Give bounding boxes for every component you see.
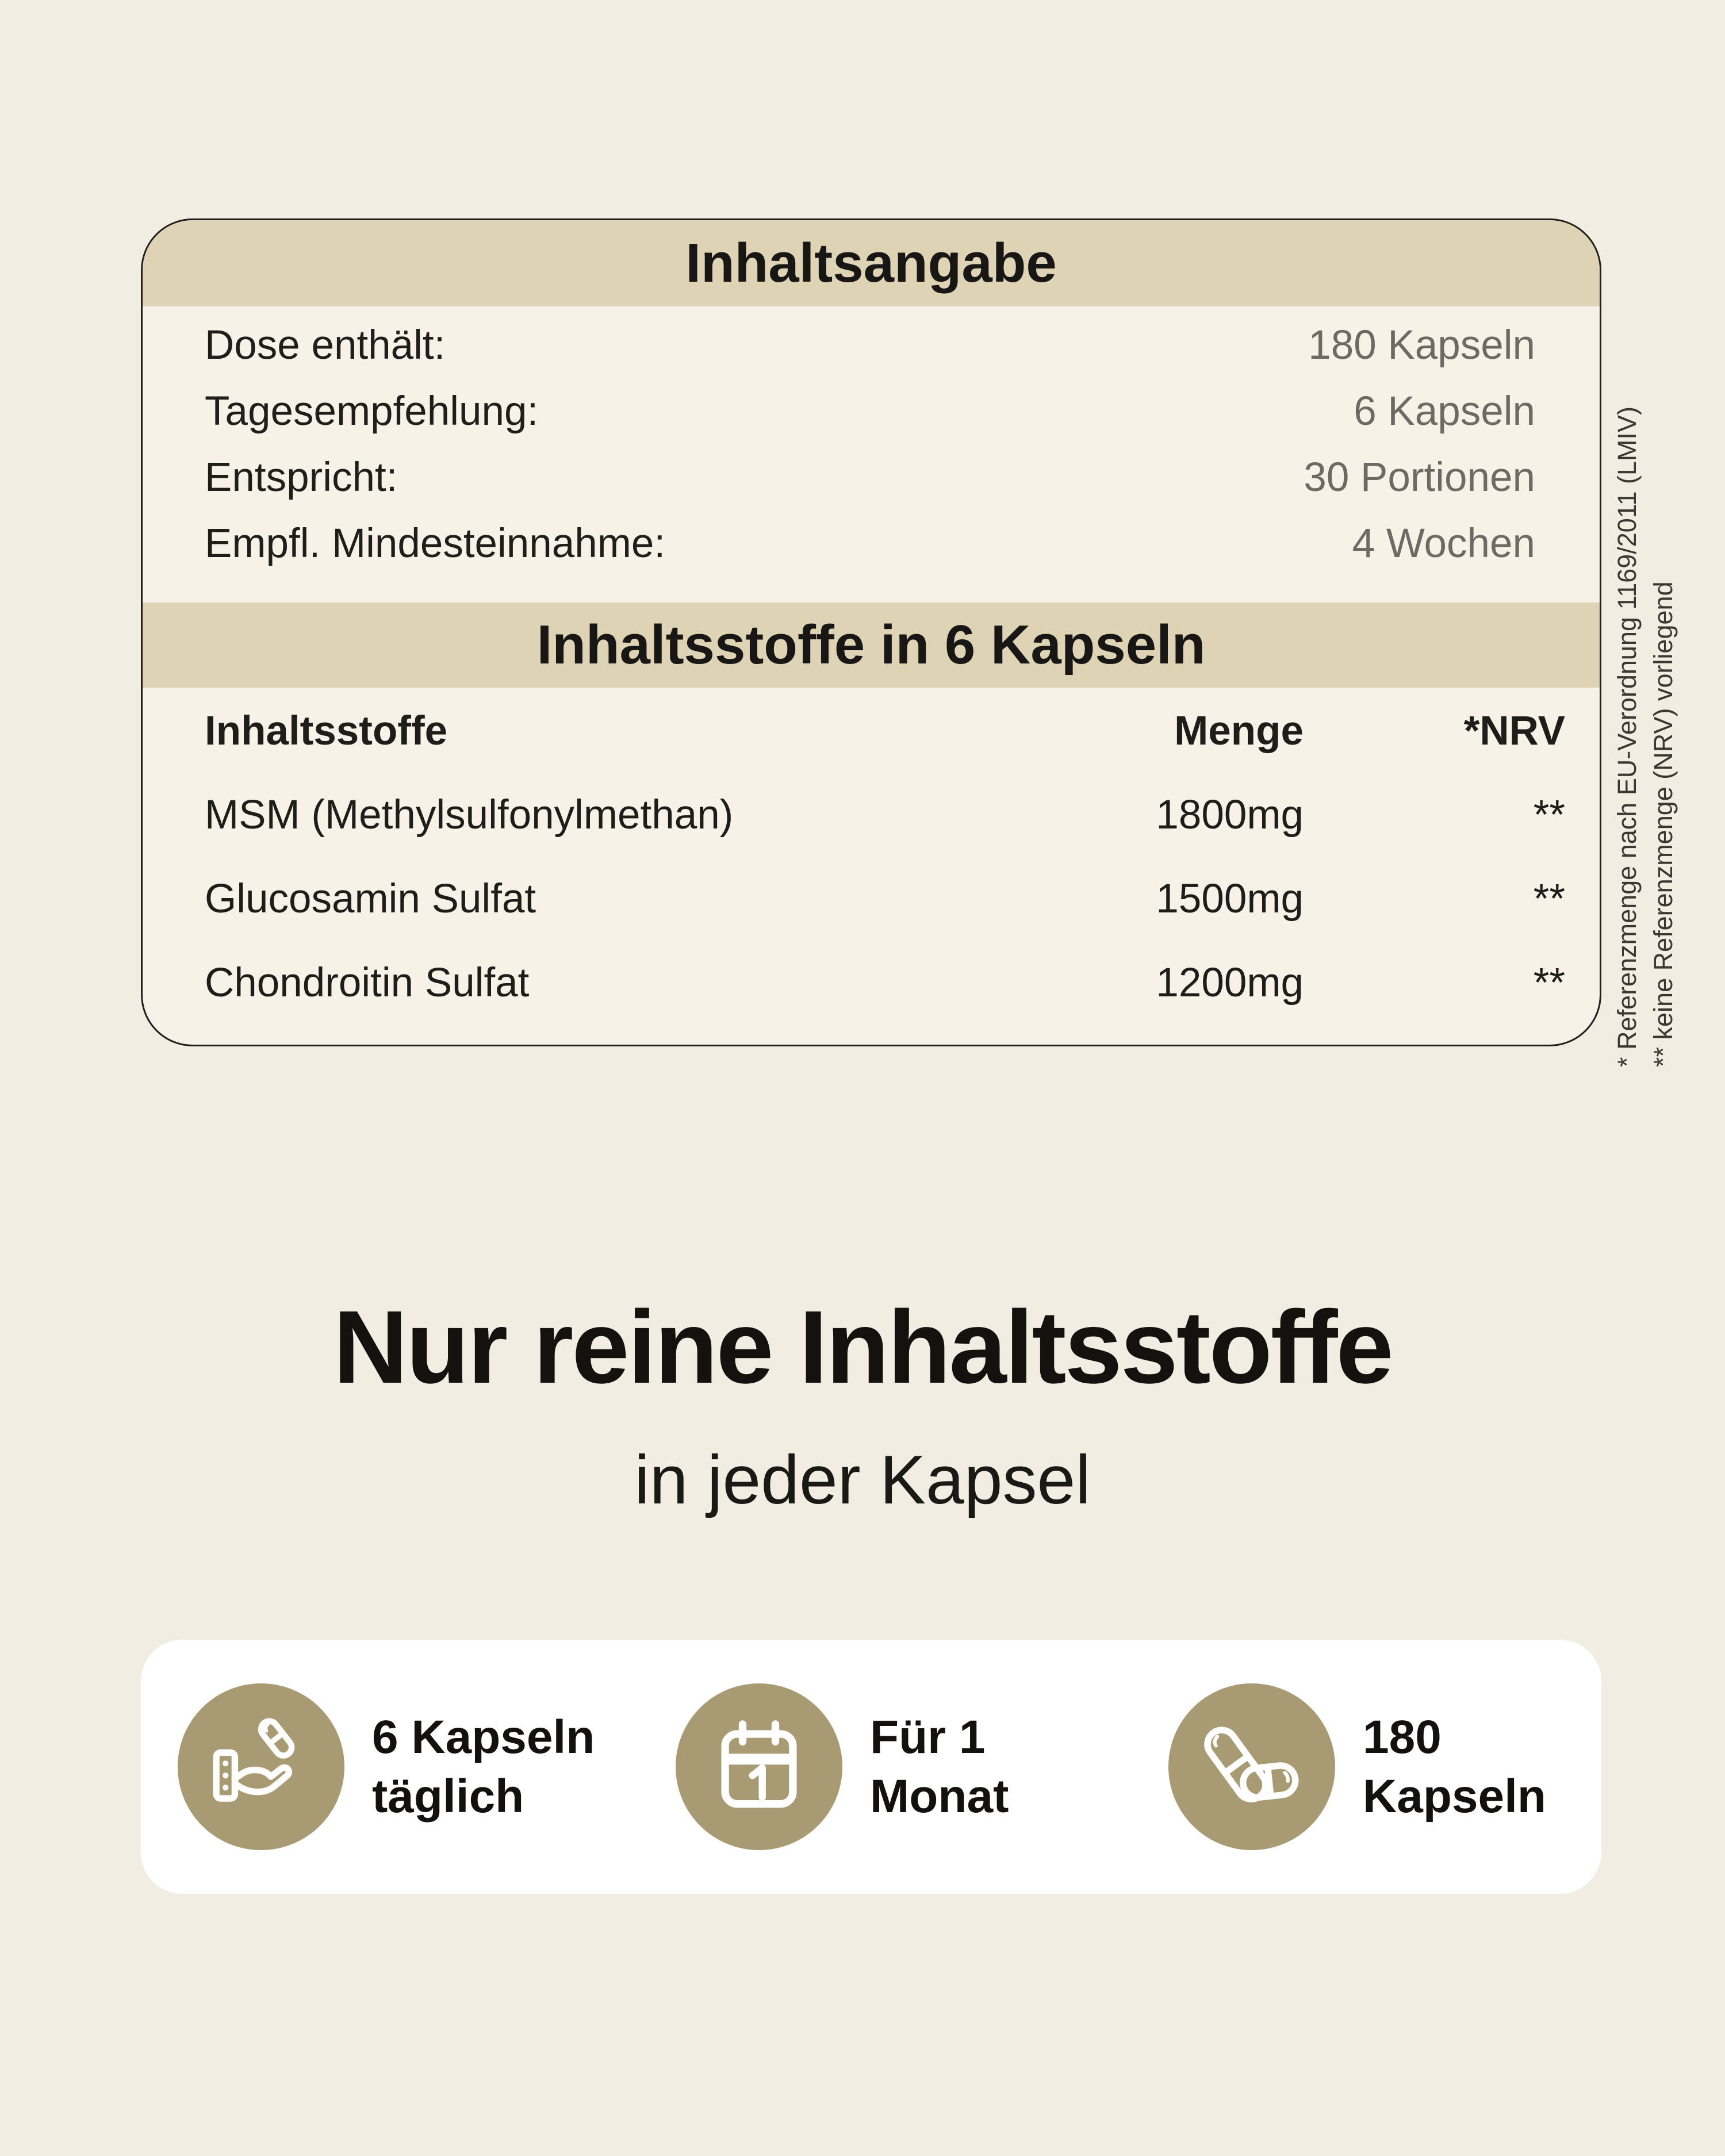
page-subtitle: in jeder Kapsel xyxy=(634,1441,1091,1518)
ingredient-name: MSM (Methylsulfonylmethan) xyxy=(205,792,734,838)
table-header-row: Inhaltsstoffe Menge *NRV xyxy=(205,705,1565,757)
feature-label-line2: Kapseln xyxy=(1363,1770,1546,1823)
info-value: 180 Kapseln xyxy=(1308,323,1535,368)
feature-circle xyxy=(676,1683,842,1850)
col-header-nrv: *NRV xyxy=(1463,708,1565,754)
ingredient-amount: 1500mg xyxy=(1156,876,1304,922)
feature-daily-dose: 6 Kapseln täglich xyxy=(178,1640,595,1894)
feature-capsule-count: 180 Kapseln xyxy=(1168,1640,1546,1894)
info-row: Entspricht: 30 Portionen xyxy=(205,444,1535,511)
footnote-no-nrv: ** keine Referenzmenge (NRV) vorliegend xyxy=(1649,581,1678,1067)
features-card: 6 Kapseln täglich Für 1 Monat xyxy=(141,1640,1601,1894)
ingredient-name: Glucosamin Sulfat xyxy=(205,876,536,922)
info-value: 6 Kapseln xyxy=(1354,389,1535,434)
card-subtitle: Inhaltsstoffe in 6 Kapseln xyxy=(536,614,1206,676)
ingredient-nrv: ** xyxy=(1533,960,1565,1006)
feature-label-line1: 6 Kapseln xyxy=(372,1711,595,1763)
info-label: Dose enthält: xyxy=(205,323,446,368)
feature-label-line2: täglich xyxy=(372,1770,524,1823)
table-row: MSM (Methylsulfonylmethan) 1800mg ** xyxy=(205,789,1565,841)
table-row: Glucosamin Sulfat 1500mg ** xyxy=(205,873,1565,924)
feature-label-line2: Monat xyxy=(870,1770,1009,1823)
feature-circle xyxy=(1168,1683,1335,1850)
info-row: Dose enthält: 180 Kapseln xyxy=(205,312,1535,378)
nrv-footnotes: * Referenzmenge nach EU-Verordnung 1169/… xyxy=(1609,314,1681,1067)
page-title: Nur reine Inhaltsstoffe xyxy=(333,1290,1393,1405)
info-row: Empfl. Mindesteinnahme: 4 Wochen xyxy=(205,511,1535,577)
info-label: Empfl. Mindesteinnahme: xyxy=(205,521,666,566)
feature-label: 6 Kapseln täglich xyxy=(372,1708,595,1826)
feature-label-line1: Für 1 xyxy=(870,1711,986,1763)
ingredient-amount: 1800mg xyxy=(1156,792,1304,838)
info-row: Tagesempfehlung: 6 Kapseln xyxy=(205,378,1535,444)
info-label: Entspricht: xyxy=(205,455,398,500)
nutrition-facts-card: Inhaltsangabe Dose enthält: 180 Kapseln … xyxy=(141,218,1601,1046)
col-header-ingredient: Inhaltsstoffe xyxy=(205,708,448,754)
card-subtitle-band: Inhaltsstoffe in 6 Kapseln xyxy=(143,603,1600,688)
ingredients-table: Inhaltsstoffe Menge *NRV MSM (Methylsulf… xyxy=(143,705,1600,1008)
ingredient-name: Chondroitin Sulfat xyxy=(205,960,530,1006)
feature-label: 180 Kapseln xyxy=(1363,1708,1546,1826)
feature-circle xyxy=(178,1683,344,1850)
card-title: Inhaltsangabe xyxy=(685,232,1057,294)
ingredient-nrv: ** xyxy=(1533,792,1565,838)
ingredient-amount: 1200mg xyxy=(1156,960,1304,1006)
hand-capsule-icon xyxy=(213,1718,295,1802)
dose-info-rows: Dose enthält: 180 Kapseln Tagesempfehlun… xyxy=(143,306,1600,577)
info-value: 30 Portionen xyxy=(1304,455,1535,500)
info-value: 4 Wochen xyxy=(1352,521,1535,566)
feature-duration: Für 1 Monat xyxy=(676,1640,1009,1894)
capsules-icon xyxy=(1204,1727,1299,1802)
feature-label: Für 1 Monat xyxy=(870,1708,1009,1826)
footnote-reference: * Referenzmenge nach EU-Verordnung 1169/… xyxy=(1612,406,1642,1067)
col-header-amount: Menge xyxy=(1174,708,1304,754)
ingredient-nrv: ** xyxy=(1533,876,1565,922)
table-row: Chondroitin Sulfat 1200mg ** xyxy=(205,957,1565,1008)
feature-label-line1: 180 xyxy=(1363,1711,1442,1763)
calendar-icon xyxy=(721,1720,797,1808)
card-title-band: Inhaltsangabe xyxy=(143,220,1600,306)
info-label: Tagesempfehlung: xyxy=(205,389,539,434)
